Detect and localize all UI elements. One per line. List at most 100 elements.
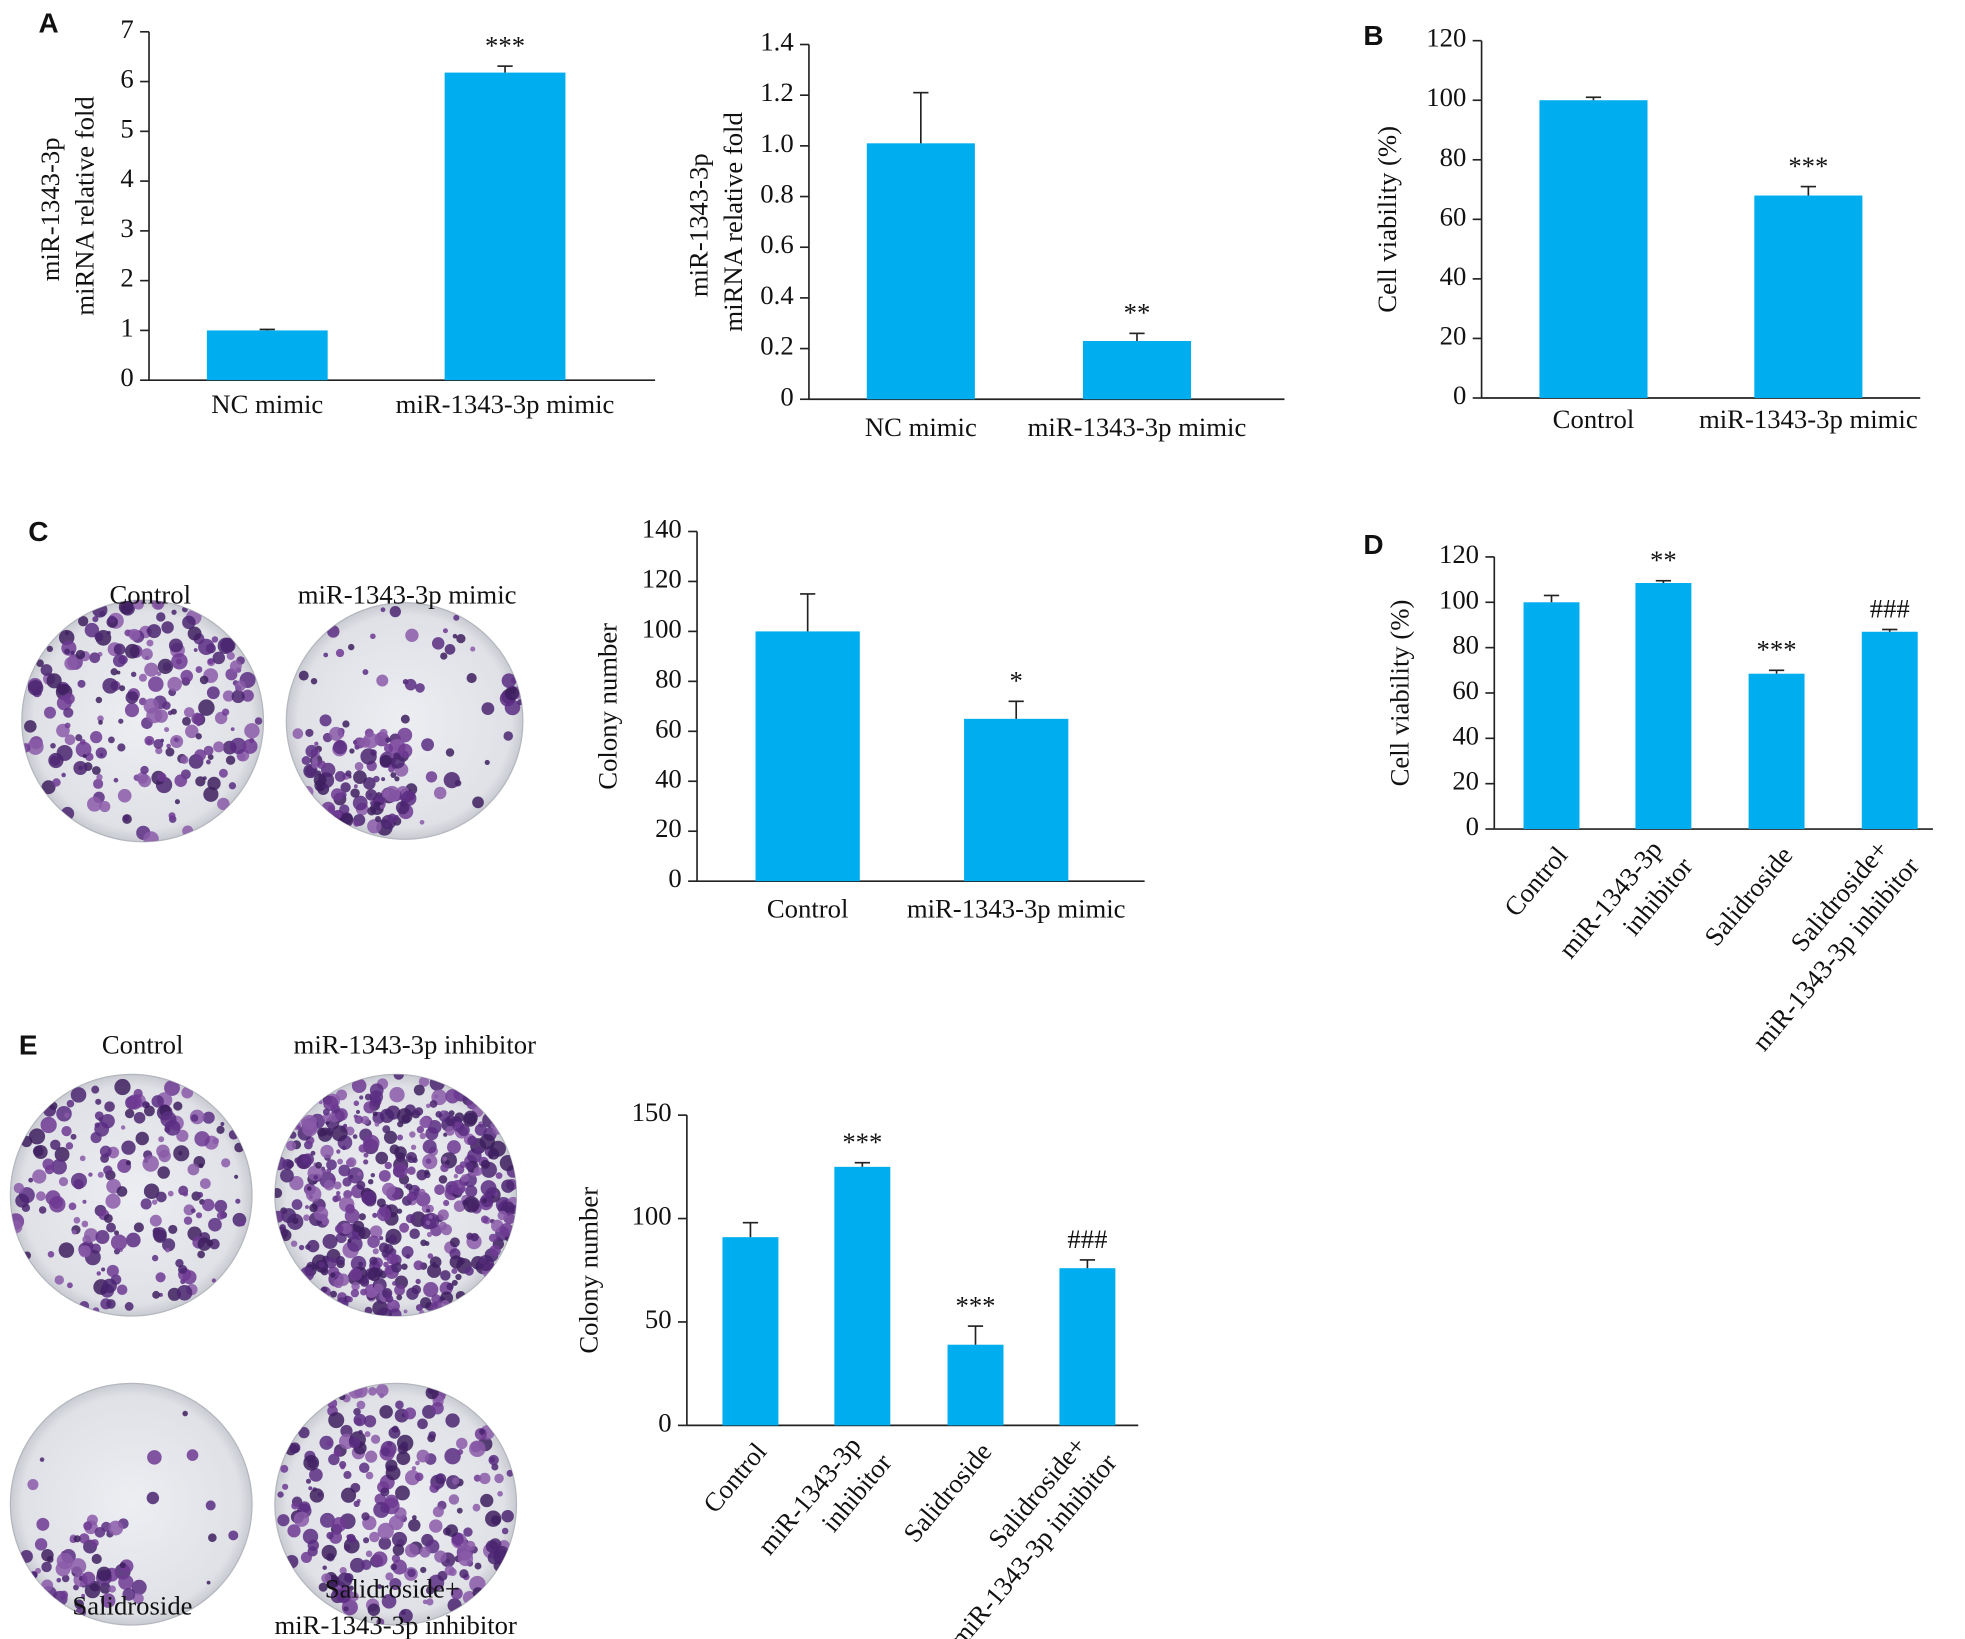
colony	[409, 1131, 416, 1138]
colony	[128, 628, 141, 641]
colony	[360, 748, 377, 765]
colony	[310, 1150, 316, 1156]
colony	[90, 1132, 102, 1144]
x-tick-group: Salidroside+ miR-1343-3p inhibitor	[1746, 835, 1925, 1057]
colony	[198, 1163, 204, 1169]
colony	[407, 1166, 416, 1175]
colony	[419, 1132, 426, 1140]
colony	[151, 1199, 158, 1205]
colony	[396, 1208, 403, 1214]
significance-label: ***	[842, 1127, 882, 1157]
y-tick-label: 120	[642, 564, 682, 594]
colony	[330, 788, 344, 801]
colony	[96, 774, 103, 781]
colony	[193, 648, 198, 652]
bar	[1635, 583, 1692, 830]
colony	[206, 1580, 211, 1585]
colony	[437, 1570, 448, 1581]
colonies	[20, 1410, 239, 1618]
colony	[440, 1300, 450, 1310]
colony	[393, 752, 401, 760]
colony	[84, 622, 100, 638]
colony	[367, 1267, 382, 1282]
colony	[173, 737, 178, 742]
x-tick-label: miR-1343-3p mimic	[1028, 412, 1247, 442]
colony	[415, 1191, 431, 1207]
y-tick-label: 5	[120, 113, 133, 143]
colony	[230, 727, 235, 732]
colony	[197, 1237, 212, 1251]
colony	[353, 1383, 368, 1398]
colony	[54, 1275, 65, 1285]
colony	[452, 633, 458, 639]
colony	[108, 615, 116, 624]
colony	[349, 1591, 359, 1602]
colony	[359, 1277, 370, 1287]
colony	[450, 1179, 466, 1196]
colony	[309, 1203, 318, 1213]
colony	[110, 1234, 127, 1251]
colony	[82, 754, 87, 758]
colony	[157, 1166, 170, 1179]
colony	[457, 1449, 464, 1455]
colony	[363, 1152, 369, 1158]
colony	[293, 1511, 310, 1527]
colony	[49, 1101, 58, 1111]
significance-label: ***	[1788, 151, 1828, 181]
colony	[298, 1244, 305, 1251]
colony	[90, 1539, 99, 1548]
colony	[126, 1094, 142, 1110]
colony	[214, 1199, 228, 1213]
colony	[389, 605, 401, 618]
x-tick-label: miR-1343-3p inhibitor	[1553, 829, 1699, 986]
colony	[394, 1146, 407, 1159]
colony	[33, 1144, 48, 1160]
colony	[361, 1512, 370, 1521]
y-tick-label: 140	[642, 514, 682, 544]
colony	[329, 726, 344, 741]
colony	[367, 1179, 374, 1185]
colony	[221, 708, 230, 716]
colony	[119, 1562, 126, 1569]
bar	[834, 1166, 891, 1426]
colony	[429, 1075, 445, 1091]
colony	[452, 1477, 460, 1485]
colony	[473, 1474, 482, 1482]
colony	[234, 1174, 239, 1179]
colony	[171, 609, 177, 615]
colony	[377, 1522, 394, 1540]
colony	[415, 1304, 423, 1312]
colony	[424, 1241, 430, 1246]
colony	[405, 628, 419, 642]
colony	[365, 1471, 374, 1480]
colony	[81, 1593, 86, 1598]
colony	[173, 1145, 190, 1162]
colony	[388, 1426, 401, 1439]
colony	[353, 1100, 360, 1107]
colony	[216, 1211, 226, 1220]
colony	[102, 1278, 117, 1293]
colony	[50, 742, 56, 749]
colony	[423, 1281, 439, 1298]
colony	[487, 1551, 501, 1565]
colony	[425, 1103, 431, 1109]
colony	[65, 1142, 74, 1150]
colony	[434, 1184, 445, 1195]
colony	[199, 675, 209, 685]
colony	[225, 755, 236, 765]
colony	[122, 1588, 136, 1601]
colony	[379, 728, 388, 737]
colony	[358, 1227, 371, 1240]
colony	[411, 1466, 417, 1471]
colony	[147, 624, 162, 639]
colony	[133, 1088, 143, 1099]
y-tick-label: 1.4	[760, 27, 793, 57]
colony	[310, 677, 318, 685]
x-tick-label: Control	[1498, 840, 1573, 922]
colony	[146, 707, 163, 724]
y-tick-label: 20	[1452, 766, 1479, 796]
colony	[454, 1121, 462, 1129]
colony	[345, 770, 352, 777]
colony	[187, 1163, 200, 1176]
plate-label: miR-1343-3p inhibitor	[294, 1030, 537, 1060]
